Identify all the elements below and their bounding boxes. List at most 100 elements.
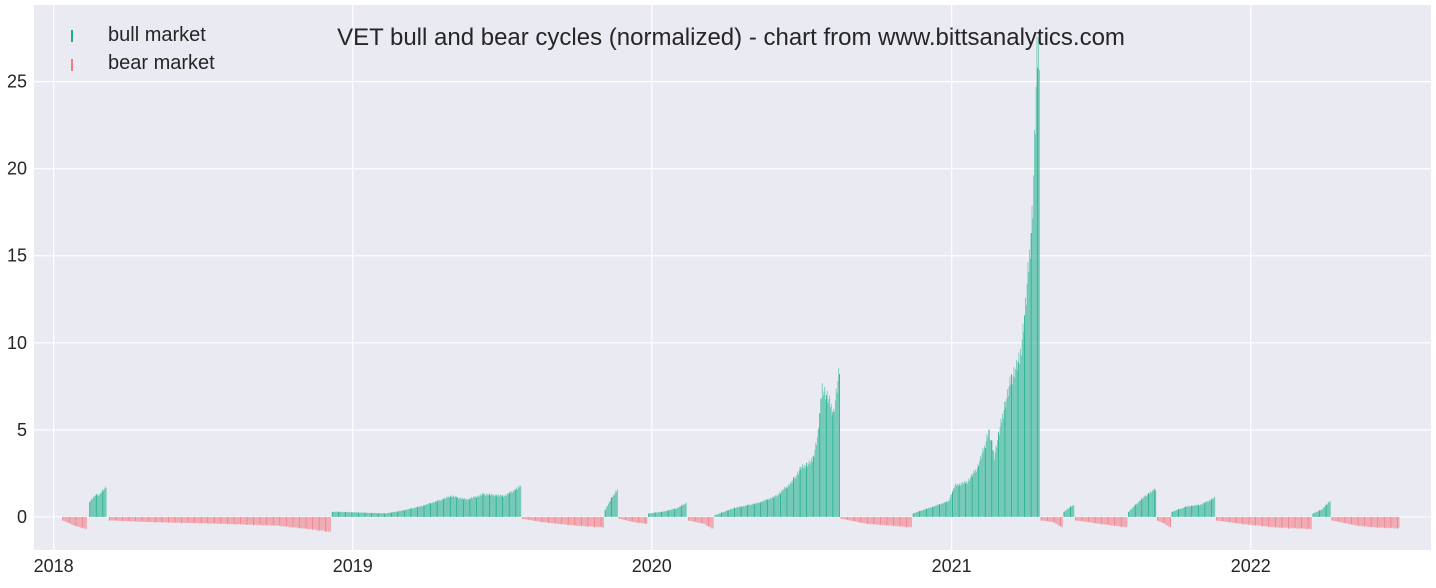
bar (732, 509, 734, 517)
bar (1132, 507, 1134, 517)
bar (73, 516, 75, 527)
bar (1148, 494, 1150, 517)
bar (400, 510, 402, 517)
bar (456, 497, 458, 517)
bar (1036, 37, 1038, 517)
bar (75, 516, 77, 526)
bar (965, 483, 966, 517)
bar (802, 467, 804, 517)
bar (1381, 516, 1383, 529)
bar (326, 516, 328, 531)
bar (1342, 516, 1343, 523)
bar (609, 501, 611, 517)
bar (527, 516, 529, 520)
bar (90, 498, 92, 517)
bar (586, 516, 588, 526)
bar (749, 504, 751, 517)
bar (158, 516, 160, 523)
bar (825, 395, 827, 517)
bar (1220, 516, 1221, 521)
bar (689, 516, 690, 521)
bar (778, 494, 780, 517)
bar (654, 512, 656, 517)
bar (1155, 490, 1157, 517)
bar (922, 510, 924, 517)
bar (788, 483, 790, 517)
bar (707, 516, 708, 526)
bar (1336, 516, 1338, 522)
bar (1253, 516, 1255, 525)
bar (1203, 503, 1205, 517)
bar (245, 516, 247, 525)
bar (1016, 370, 1018, 517)
bar (662, 511, 663, 517)
bar (86, 516, 87, 529)
bar (879, 516, 881, 526)
bar (736, 507, 738, 517)
bar (156, 516, 158, 523)
bar (861, 516, 863, 523)
bar (816, 437, 818, 517)
bar (117, 516, 119, 521)
bar (250, 516, 252, 525)
bar (947, 500, 949, 517)
bar (899, 516, 901, 527)
bar (1242, 516, 1243, 524)
bar (921, 510, 923, 517)
bar (680, 506, 681, 517)
bar (1351, 516, 1353, 526)
bar (1234, 516, 1236, 524)
bar (767, 498, 769, 517)
bar (1103, 516, 1105, 525)
bar (754, 503, 756, 517)
bar (1181, 508, 1183, 517)
bar (761, 502, 763, 517)
bar (337, 511, 339, 517)
bar (561, 516, 563, 525)
bar (677, 508, 679, 517)
y-tick-label: 0 (17, 507, 27, 527)
bar (1176, 510, 1178, 517)
bar (383, 513, 385, 517)
bar (191, 516, 193, 523)
bar (852, 516, 854, 522)
bar (192, 516, 194, 524)
bar (514, 491, 516, 517)
bar (1301, 516, 1302, 529)
bar (851, 516, 853, 521)
bar (1379, 516, 1381, 528)
bar (312, 516, 314, 530)
bar (1024, 315, 1025, 517)
bar (1333, 516, 1334, 521)
bar (226, 516, 228, 525)
bar (1349, 516, 1351, 525)
bar (1287, 516, 1289, 528)
bar (593, 516, 595, 527)
bar (902, 516, 904, 527)
bar (322, 516, 324, 530)
bar (1168, 516, 1170, 527)
bar (420, 506, 422, 517)
bar (323, 516, 325, 532)
bar (639, 516, 640, 524)
bar (217, 516, 219, 525)
bull-market-segment (648, 502, 687, 517)
bar (1293, 516, 1295, 529)
bar (782, 491, 784, 517)
bar (131, 516, 132, 522)
bar (692, 516, 694, 522)
bar (554, 516, 556, 524)
bar (917, 511, 919, 517)
bar (449, 497, 450, 517)
bar (861, 516, 863, 524)
bar (1359, 516, 1361, 527)
bar (1189, 506, 1191, 517)
bar (1372, 516, 1374, 528)
bar (140, 516, 142, 522)
bar (145, 516, 147, 522)
bar (421, 505, 423, 517)
bar (894, 516, 896, 527)
bar (1125, 516, 1127, 528)
bar (306, 516, 308, 529)
bar (1010, 384, 1012, 517)
